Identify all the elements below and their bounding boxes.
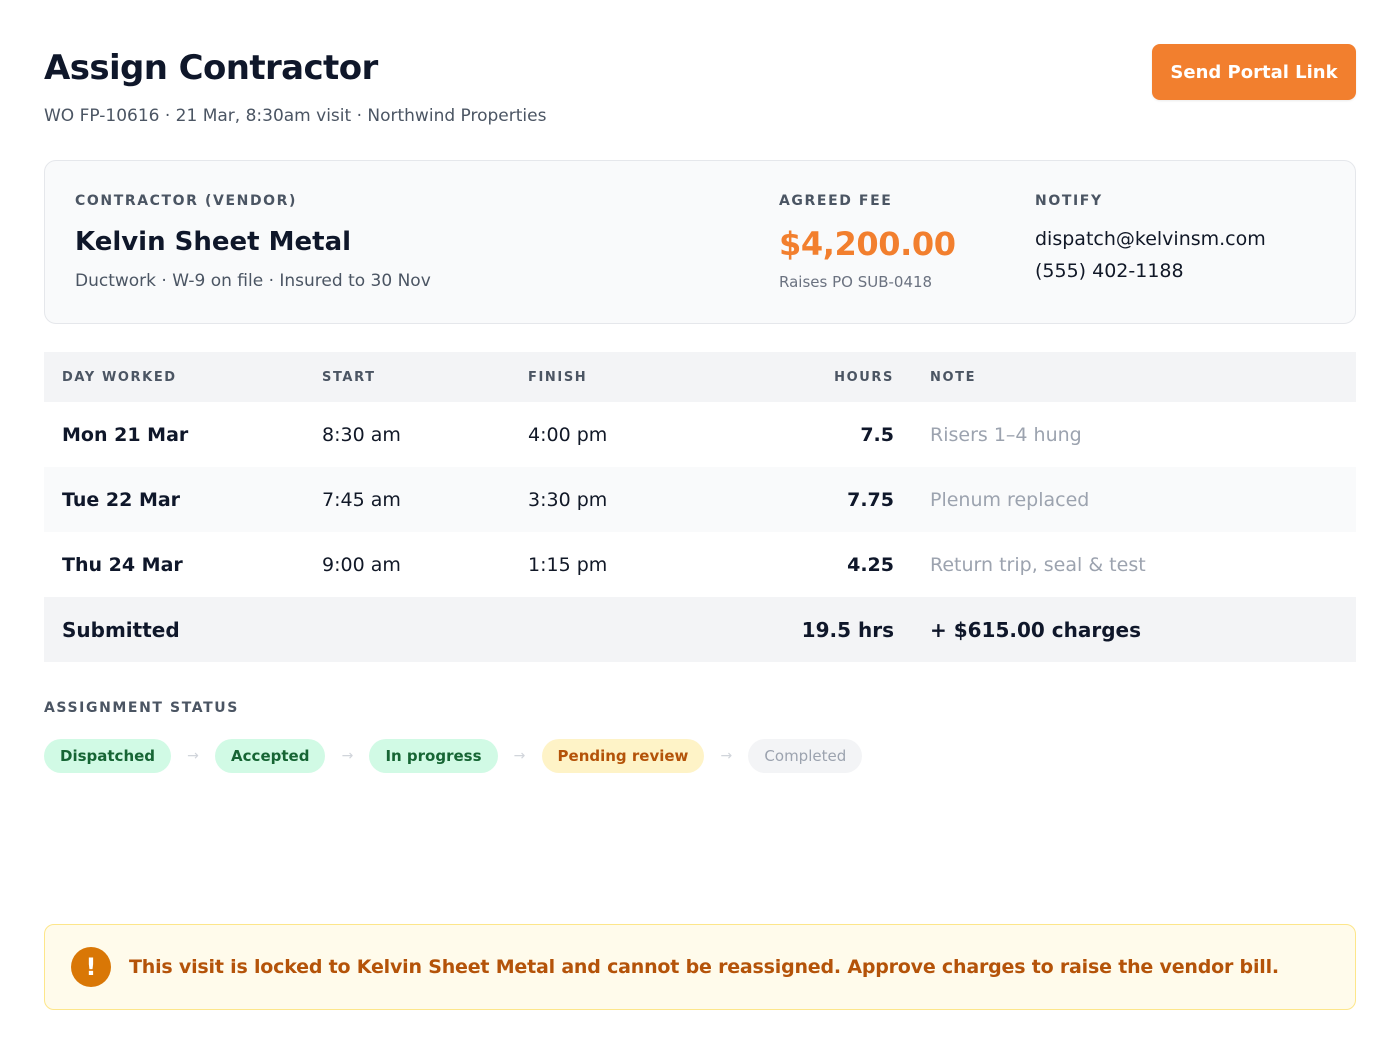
row-hours: 4.25 — [847, 553, 894, 576]
row-day: Mon 21 Mar — [62, 423, 189, 446]
total-charges: + $615.00 charges — [930, 617, 1142, 642]
row-start: 9:00 am — [322, 553, 401, 576]
arrow-right-icon: → — [341, 748, 354, 764]
row-note: Return trip, seal & test — [930, 553, 1146, 576]
notify-label: NOTIFY — [1035, 193, 1103, 209]
page-title: Assign Contractor — [44, 48, 378, 88]
notify-phone[interactable]: (555) 402-1188 — [1035, 260, 1184, 282]
vendor-card: CONTRACTOR (VENDOR) Kelvin Sheet Metal D… — [44, 160, 1356, 324]
agreed-fee-amount: $4,200.00 — [779, 225, 956, 263]
fee-section: AGREED FEE $4,200.00 Raises PO SUB-0418 — [779, 193, 956, 291]
locked-warning-banner: ! This visit is locked to Kelvin Sheet M… — [44, 924, 1356, 1010]
table-row: Tue 22 Mar 7:45 am 3:30 pm 7.75 Plenum r… — [44, 467, 1356, 532]
assignment-status-label: ASSIGNMENT STATUS — [44, 700, 239, 716]
vendor-meta: Ductwork · W-9 on file · Insured to 30 N… — [75, 271, 431, 291]
notify-email[interactable]: dispatch@kelvinsm.com — [1035, 228, 1266, 250]
status-stepper: Dispatched → Accepted → In progress → Pe… — [44, 739, 863, 773]
timesheet-table: DAY WORKED START FINISH HOURS NOTE Mon 2… — [44, 352, 1356, 662]
header-finish: FINISH — [528, 369, 588, 385]
status-step-completed: Completed — [748, 739, 863, 773]
status-step-in-progress: In progress — [369, 739, 498, 773]
header-day-worked: DAY WORKED — [62, 369, 177, 385]
notify-section: NOTIFY dispatch@kelvinsm.com (555) 402-1… — [1035, 193, 1266, 287]
status-step-accepted: Accepted — [215, 739, 326, 773]
total-label: Submitted — [62, 617, 180, 642]
row-start: 8:30 am — [322, 423, 401, 446]
vendor-name: Kelvin Sheet Metal — [75, 227, 352, 257]
arrow-right-icon: → — [513, 748, 526, 764]
send-portal-link-button[interactable]: Send Portal Link — [1152, 44, 1356, 100]
row-day: Tue 22 Mar — [62, 488, 181, 511]
total-hours: 19.5 hrs — [801, 617, 894, 642]
page-header: Assign Contractor WO FP-10616 · 21 Mar, … — [44, 44, 1356, 134]
arrow-right-icon: → — [187, 748, 199, 764]
work-order-subtitle: WO FP-10616 · 21 Mar, 8:30am visit · Nor… — [44, 106, 547, 126]
contractor-label: CONTRACTOR (VENDOR) — [75, 193, 298, 209]
header-note: NOTE — [930, 369, 977, 385]
warning-icon: ! — [71, 947, 111, 987]
contractor-section: CONTRACTOR (VENDOR) Kelvin Sheet Metal D… — [75, 193, 431, 291]
arrow-right-icon: → — [720, 748, 733, 764]
header-start: START — [322, 369, 376, 385]
row-start: 7:45 am — [322, 488, 401, 511]
locked-warning-message: This visit is locked to Kelvin Sheet Met… — [129, 956, 1279, 978]
row-day: Thu 24 Mar — [62, 553, 183, 576]
row-note: Risers 1–4 hung — [930, 423, 1082, 446]
status-step-pending-review: Pending review — [541, 739, 705, 773]
table-total-row: Submitted 19.5 hrs + $615.00 charges — [44, 597, 1356, 662]
table-row: Mon 21 Mar 8:30 am 4:00 pm 7.5 Risers 1–… — [44, 402, 1356, 467]
header-hours: HOURS — [834, 369, 894, 385]
status-step-dispatched: Dispatched — [44, 739, 172, 773]
purchase-order-note: Raises PO SUB-0418 — [779, 273, 933, 291]
row-hours: 7.5 — [860, 423, 894, 446]
row-finish: 4:00 pm — [528, 423, 608, 446]
row-hours: 7.75 — [847, 488, 894, 511]
row-note: Plenum replaced — [930, 488, 1090, 511]
agreed-fee-label: AGREED FEE — [779, 193, 893, 209]
table-row: Thu 24 Mar 9:00 am 1:15 pm 4.25 Return t… — [44, 532, 1356, 597]
table-header: DAY WORKED START FINISH HOURS NOTE — [44, 352, 1356, 402]
row-finish: 3:30 pm — [528, 488, 608, 511]
row-finish: 1:15 pm — [528, 553, 608, 576]
